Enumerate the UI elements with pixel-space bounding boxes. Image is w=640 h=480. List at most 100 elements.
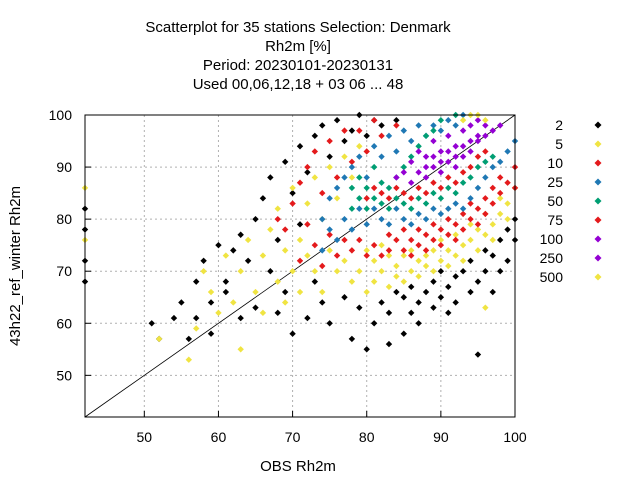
data-point <box>400 252 407 259</box>
data-point <box>474 132 482 140</box>
data-point <box>474 184 482 192</box>
data-point <box>430 163 437 171</box>
data-point <box>289 189 296 197</box>
data-point <box>415 148 422 155</box>
data-point <box>437 226 445 233</box>
data-point <box>467 163 474 171</box>
data-point <box>496 122 504 129</box>
data-point <box>422 231 430 238</box>
data-point <box>252 215 259 223</box>
data-point <box>170 314 178 322</box>
data-point <box>385 132 393 140</box>
data-point <box>304 169 311 176</box>
y-tick-label: 50 <box>56 367 72 383</box>
data-point <box>496 210 504 218</box>
data-point <box>333 195 341 202</box>
data-point <box>363 174 370 181</box>
data-point <box>193 325 200 332</box>
data-point <box>311 278 319 285</box>
data-point <box>422 132 430 140</box>
series-500 <box>459 111 489 124</box>
data-point <box>474 137 482 145</box>
data-point <box>341 153 348 160</box>
data-point <box>326 247 333 254</box>
y-tick-label: 70 <box>56 263 72 279</box>
data-point <box>467 122 474 129</box>
data-point <box>459 127 467 134</box>
data-point <box>400 215 407 223</box>
series-100 <box>393 117 504 186</box>
data-point <box>230 247 237 254</box>
data-point <box>200 268 207 275</box>
series-250 <box>422 122 489 171</box>
data-point <box>437 117 445 124</box>
data-point <box>430 304 437 311</box>
data-point <box>385 221 393 228</box>
data-point <box>341 127 348 134</box>
data-point <box>348 205 356 212</box>
data-point <box>422 247 430 254</box>
data-point <box>430 268 437 275</box>
data-point <box>422 163 430 171</box>
data-point <box>422 262 430 270</box>
x-axis-ticks: 50 60 70 80 90 100 <box>137 411 527 445</box>
data-point <box>148 320 155 327</box>
data-point <box>489 200 496 207</box>
y-tick-label: 60 <box>56 315 72 331</box>
data-point <box>326 137 333 145</box>
data-point <box>437 236 445 244</box>
data-point <box>356 268 363 275</box>
data-point <box>326 320 333 327</box>
data-point <box>274 278 281 285</box>
data-point <box>400 278 407 285</box>
data-point <box>222 252 230 259</box>
data-point <box>385 283 393 291</box>
data-point <box>281 299 289 306</box>
data-point <box>237 231 244 238</box>
data-point <box>489 127 496 134</box>
data-point <box>207 330 215 337</box>
data-point <box>482 247 489 254</box>
data-point <box>504 215 511 223</box>
data-point <box>474 117 482 124</box>
data-point <box>341 174 348 181</box>
chart-title: Scatterplot for 35 stations Selection: D… <box>145 19 451 93</box>
data-point <box>437 195 445 202</box>
data-point <box>452 153 459 160</box>
plot-frame <box>84 114 516 418</box>
legend-item-100: 100 <box>540 231 602 247</box>
x-tick-label: 60 <box>211 429 227 445</box>
data-point <box>385 340 393 348</box>
grid <box>85 115 515 417</box>
data-point <box>482 117 489 124</box>
data-point <box>430 221 437 228</box>
data-point <box>452 143 459 150</box>
data-point <box>393 117 400 124</box>
data-point <box>356 304 363 311</box>
data-point <box>452 179 459 186</box>
data-point <box>363 346 370 353</box>
data-point <box>370 241 378 249</box>
data-point <box>408 247 415 254</box>
data-point <box>326 226 333 233</box>
data-point <box>408 283 415 291</box>
data-point <box>415 210 422 218</box>
data-point <box>482 231 489 238</box>
data-point <box>459 226 467 233</box>
data-point <box>415 122 422 129</box>
data-point <box>304 200 311 207</box>
data-point <box>445 231 452 238</box>
data-point <box>496 268 504 275</box>
data-point <box>326 231 333 238</box>
data-point <box>452 221 459 228</box>
series-10 <box>274 117 519 270</box>
data-point <box>504 179 511 186</box>
legend-marker <box>594 159 602 167</box>
data-point <box>378 215 385 223</box>
data-point <box>415 320 422 327</box>
legend-label: 100 <box>540 231 564 247</box>
data-point <box>452 231 459 238</box>
data-point <box>385 252 393 259</box>
data-point <box>467 215 474 223</box>
